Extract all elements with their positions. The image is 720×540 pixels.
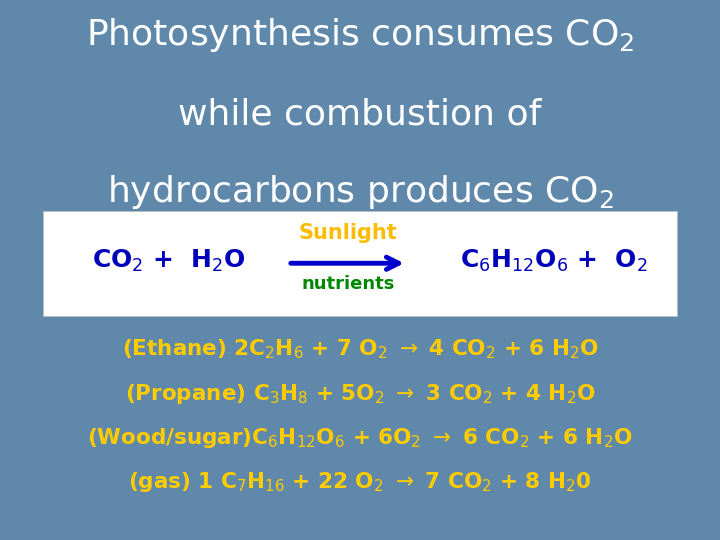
Text: C$_6$H$_{12}$O$_6$ +  O$_2$: C$_6$H$_{12}$O$_6$ + O$_2$ — [461, 247, 648, 274]
FancyArrowPatch shape — [291, 257, 399, 269]
Text: Photosynthesis consumes CO$_2$: Photosynthesis consumes CO$_2$ — [86, 16, 634, 54]
Text: while combustion of: while combustion of — [179, 97, 541, 131]
Text: (gas) 1 C$_7$H$_{16}$ + 22 O$_2$ $\rightarrow$ 7 CO$_2$ + 8 H$_2$0: (gas) 1 C$_7$H$_{16}$ + 22 O$_2$ $\right… — [128, 470, 592, 494]
FancyBboxPatch shape — [43, 211, 677, 316]
Text: (Propane) C$_3$H$_8$ + 5O$_2$ $\rightarrow$ 3 CO$_2$ + 4 H$_2$O: (Propane) C$_3$H$_8$ + 5O$_2$ $\rightarr… — [125, 382, 595, 406]
Text: Sunlight: Sunlight — [298, 223, 397, 243]
Text: CO$_2$ +  H$_2$O: CO$_2$ + H$_2$O — [92, 247, 246, 274]
Text: nutrients: nutrients — [301, 275, 395, 293]
Text: (Wood/sugar)C$_6$H$_{12}$O$_6$ + 6O$_2$ $\rightarrow$ 6 CO$_2$ + 6 H$_2$O: (Wood/sugar)C$_6$H$_{12}$O$_6$ + 6O$_2$ … — [87, 426, 633, 450]
Text: hydrocarbons produces CO$_2$: hydrocarbons produces CO$_2$ — [107, 173, 613, 211]
Text: (Ethane) 2C$_2$H$_6$ + 7 O$_2$ $\rightarrow$ 4 CO$_2$ + 6 H$_2$O: (Ethane) 2C$_2$H$_6$ + 7 O$_2$ $\rightar… — [122, 338, 598, 361]
